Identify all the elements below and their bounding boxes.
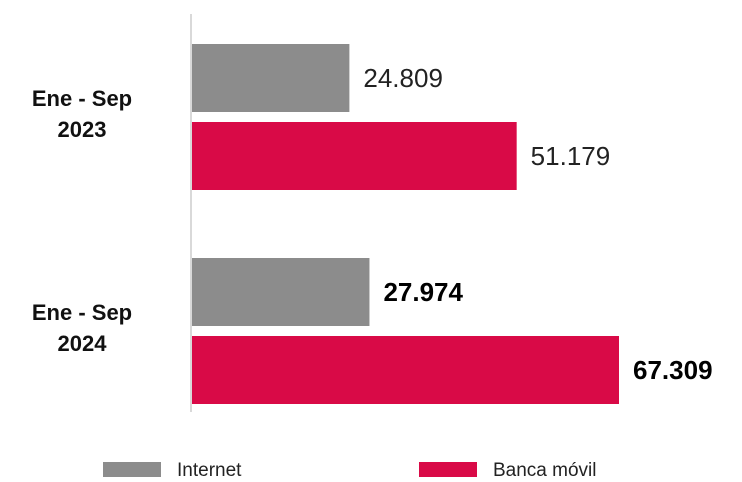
value-label-banca-m-vil-2: 67.309: [633, 355, 713, 385]
category-labels: Ene - Sep 2023 Ene - Sep 2024: [32, 86, 132, 356]
category-label-2: Ene - Sep 2024: [32, 300, 132, 356]
value-label-internet-1: 24.809: [363, 63, 443, 93]
bar-internet-2: [192, 258, 370, 326]
legend: Internet Banca móvil: [103, 460, 597, 481]
legend-swatch-internet: [103, 462, 161, 477]
bars-layer: [192, 44, 619, 404]
legend-swatch-banca-m-vil: [419, 462, 477, 477]
bar-internet-1: [192, 44, 350, 112]
legend-label-internet: Internet: [177, 460, 242, 481]
legend-label-banca-m-vil: Banca móvil: [493, 460, 597, 481]
bar-banca-m-vil-2: [192, 336, 619, 404]
value-labels: 24.809 51.179 27.974 67.309: [363, 63, 712, 385]
value-label-internet-2: 27.974: [383, 277, 463, 307]
category-label-1: Ene - Sep 2023: [32, 86, 132, 142]
bar-banca-m-vil-1: [192, 122, 517, 190]
value-label-banca-m-vil-1: 51.179: [531, 141, 611, 171]
